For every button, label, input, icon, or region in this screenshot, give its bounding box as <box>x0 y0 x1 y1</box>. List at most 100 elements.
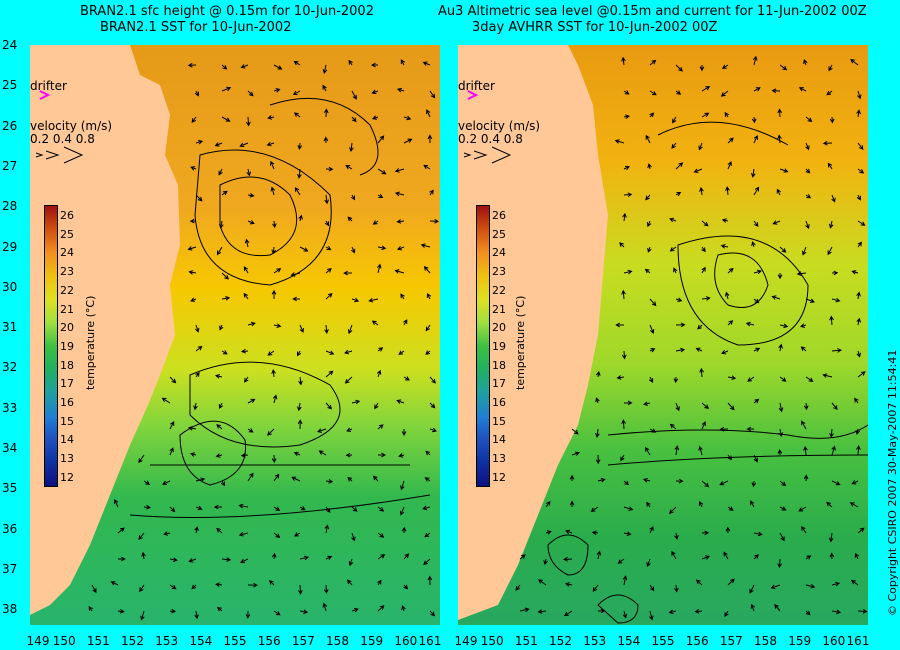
velocity-arrow <box>778 428 784 438</box>
velocity-arrow <box>217 606 223 612</box>
velocity-arrow <box>798 87 807 92</box>
velocity-arrow <box>424 532 431 538</box>
colorbar-tick-label: 15 <box>492 414 506 428</box>
velocity-arrow <box>753 186 760 196</box>
velocity-arrow <box>698 501 704 508</box>
colorbar-tick-label: 21 <box>492 302 506 316</box>
lat-tick-label: 33 <box>2 400 18 415</box>
velocity-arrow <box>351 297 360 303</box>
velocity-arrow <box>649 324 655 335</box>
velocity-arrow <box>831 445 836 456</box>
velocity-arrow <box>727 454 733 461</box>
velocity-arrow <box>669 246 677 252</box>
velocity-arrow <box>669 423 677 430</box>
velocity-arrow <box>399 506 405 516</box>
velocity-arrow <box>672 116 677 124</box>
velocity-arrow <box>215 374 223 379</box>
velocity-arrow <box>297 419 303 430</box>
velocity-arrow <box>271 246 276 255</box>
velocity-arrow <box>377 168 387 175</box>
lon-tick-label: 154 <box>617 634 641 648</box>
velocity-arrow <box>519 607 530 613</box>
velocity-arrow <box>623 269 633 275</box>
velocity-arrow <box>368 297 379 303</box>
left-map-svg <box>30 45 440 625</box>
velocity-arrow <box>292 90 301 96</box>
velocity-arrow <box>324 324 329 334</box>
velocity-arrow <box>854 552 860 560</box>
lon-tick-label: 153 <box>155 634 179 648</box>
velocity-arrow <box>351 506 358 512</box>
velocity-arrow <box>169 376 177 384</box>
velocity-arrow <box>195 139 204 145</box>
velocity-arrow <box>394 168 405 173</box>
velocity-arrow <box>271 552 277 560</box>
velocity-arrow <box>219 220 224 229</box>
velocity-arrow <box>826 90 833 96</box>
velocity-arrow <box>855 428 860 436</box>
velocity-arrow <box>701 86 711 92</box>
velocity-arrow <box>646 558 651 568</box>
velocity-arrow <box>163 531 171 536</box>
velocity-arrow <box>623 506 634 511</box>
velocity-arrow <box>423 558 431 566</box>
velocity-arrow <box>675 402 680 412</box>
velocity-arrow <box>427 575 433 586</box>
velocity-arrow <box>297 350 302 357</box>
lon-tick-label: 150 <box>52 634 76 648</box>
velocity-arrow <box>590 506 599 512</box>
velocity-arrow <box>290 272 301 277</box>
velocity-arrow <box>400 480 405 491</box>
velocity-arrow <box>323 136 329 144</box>
right-map-svg <box>458 45 868 625</box>
land-mass <box>30 45 180 615</box>
velocity-arrow <box>403 319 408 326</box>
velocity-arrow <box>701 220 709 227</box>
velocity-arrow <box>648 376 654 384</box>
velocity-arrow <box>597 477 606 483</box>
velocity-arrow <box>347 324 353 335</box>
velocity-arrow <box>643 401 651 406</box>
velocity-arrow <box>857 608 868 614</box>
velocity-arrow <box>831 297 841 303</box>
velocity-arrow <box>699 64 705 72</box>
velocity-arrow <box>723 551 729 560</box>
velocity-arrow <box>698 142 703 151</box>
velocity-arrow <box>829 116 835 124</box>
velocity-arrow <box>779 64 788 71</box>
velocity-arrow <box>645 194 651 201</box>
lat-tick-label: 30 <box>2 279 18 294</box>
velocity-arrow <box>831 402 838 410</box>
velocity-arrow <box>673 267 678 274</box>
velocity-arrow <box>701 246 706 253</box>
velocity-arrow <box>753 554 759 560</box>
velocity-arrow <box>194 526 199 534</box>
velocity-arrow <box>110 581 119 586</box>
velocity-arrow <box>649 428 657 433</box>
velocity-arrow <box>351 90 357 100</box>
velocity-arrow <box>803 59 808 66</box>
velocity-arrow <box>856 194 861 201</box>
colorbar-tick-label: 24 <box>60 246 74 260</box>
velocity-arrow <box>195 194 203 202</box>
lon-tick-label: 161 <box>418 634 442 648</box>
velocity-arrow <box>592 584 599 592</box>
lon-tick-label: 157 <box>291 634 315 648</box>
velocity-arrow <box>519 554 526 560</box>
colorbar-tick-label: 25 <box>492 227 506 241</box>
velocity-arrow <box>299 324 304 333</box>
velocity-arrow <box>595 370 601 378</box>
velocity-arrow <box>316 428 327 433</box>
velocity-arrow <box>856 109 861 118</box>
copyright-text: © Copyright CSIRO 2007 30-May-2007 11:54… <box>886 349 899 616</box>
velocity-arrow <box>297 402 302 412</box>
velocity-arrow <box>569 500 575 508</box>
velocity-arrow <box>268 580 275 586</box>
velocity-arrow <box>751 116 757 124</box>
velocity-arrow <box>325 350 335 355</box>
velocity-arrow <box>273 610 281 616</box>
velocity-arrow <box>565 529 573 535</box>
drifter-icon-right <box>467 90 479 100</box>
velocity-arrow <box>215 582 223 588</box>
velocity-arrow <box>247 428 254 433</box>
